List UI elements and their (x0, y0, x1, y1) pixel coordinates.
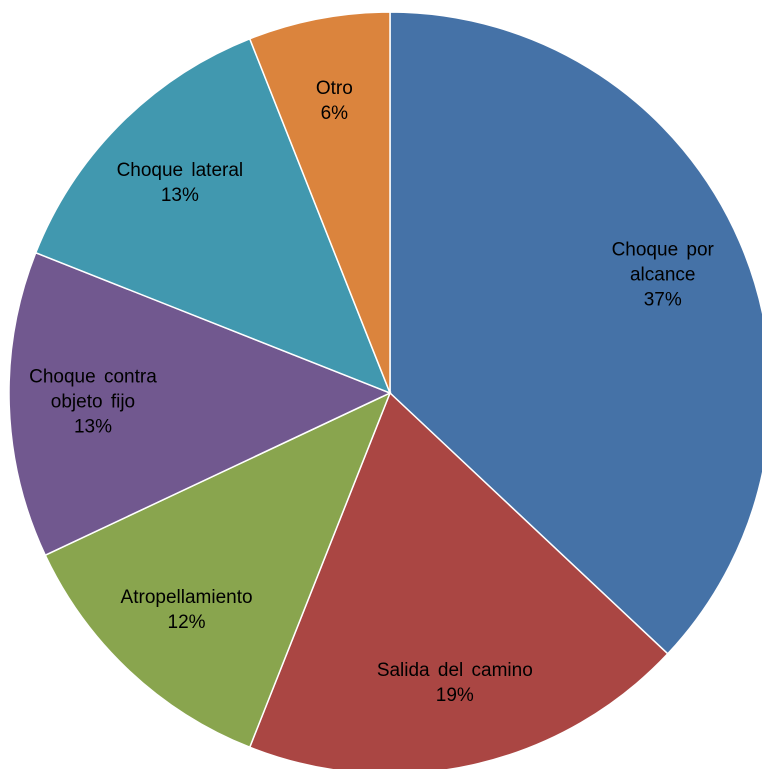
slice-label: Choque por alcance 37% (578, 237, 748, 312)
pie-slice (44, 391, 392, 749)
pie-slice (8, 251, 392, 557)
pie-slice (248, 391, 669, 769)
slice-label: Otro 6% (249, 76, 419, 126)
category-name: Otro (315, 78, 353, 100)
slice-label: Choque lateral 13% (95, 158, 265, 208)
slice-label: Atropellamiento 12% (102, 585, 272, 635)
category-name: Choque contra objeto fijo (29, 366, 157, 413)
value-label: 12% (167, 611, 206, 633)
value-label: 13% (160, 184, 199, 206)
value-label: 19% (435, 685, 474, 707)
value-label: 13% (73, 416, 112, 438)
category-name: Atropellamiento (120, 586, 253, 608)
slice-label: Salida del camino 19% (370, 658, 540, 708)
pie-slice (34, 37, 392, 395)
category-name: Choque por alcance (611, 239, 714, 286)
slice-label: Choque contra objeto fijo 13% (8, 365, 178, 440)
value-label: 6% (320, 103, 349, 125)
pie-slice (389, 11, 762, 655)
pie-slice (248, 11, 391, 394)
category-name: Salida del camino (376, 660, 533, 682)
value-label: 37% (643, 289, 682, 311)
category-name: Choque lateral (116, 159, 244, 181)
